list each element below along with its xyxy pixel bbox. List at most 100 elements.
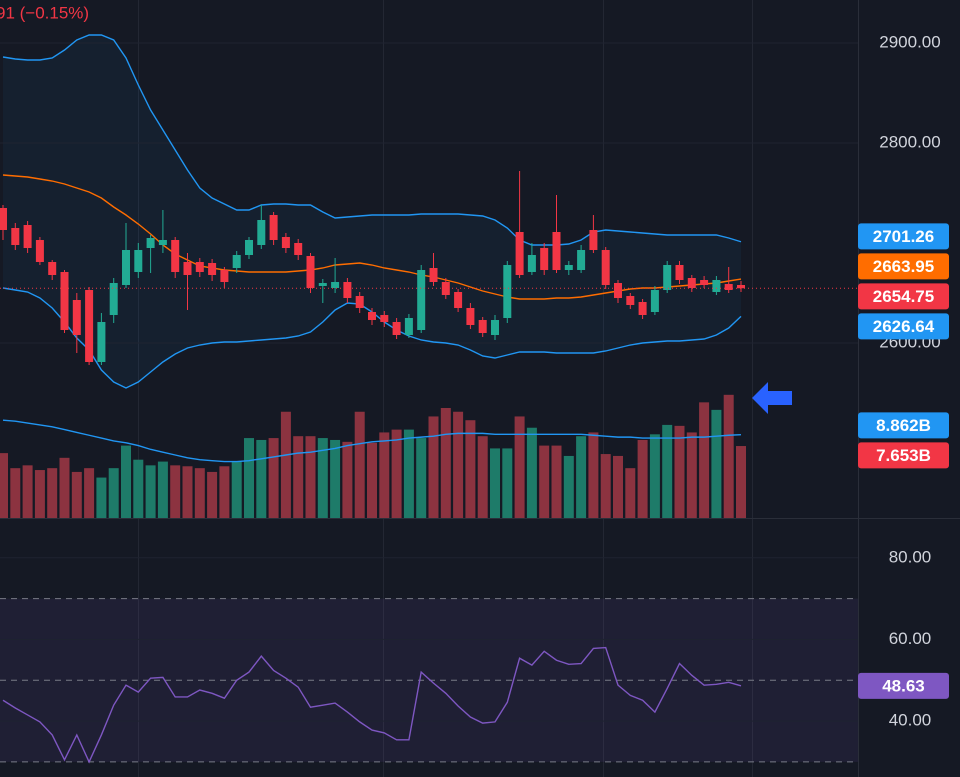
volume-bar <box>219 466 230 518</box>
candle-body <box>208 263 217 275</box>
volume-bar <box>354 411 365 518</box>
candle-body <box>650 290 659 312</box>
volume-bar <box>108 468 119 518</box>
volume-bar <box>514 416 525 518</box>
price-label: 2701.26 <box>873 227 934 246</box>
volume-bar <box>625 468 636 518</box>
volume-bar <box>182 466 193 518</box>
volume-bar <box>330 439 341 518</box>
candle-body <box>687 278 696 288</box>
volume-bar <box>207 471 218 518</box>
price-label-box <box>858 253 949 280</box>
price-label-box <box>858 283 949 310</box>
candle-body <box>454 292 463 308</box>
candle-body <box>601 250 610 285</box>
volume-bar <box>563 455 574 518</box>
candle-body <box>589 230 598 250</box>
candle-body <box>429 268 438 282</box>
candle-body <box>97 322 106 362</box>
candle-body <box>183 262 192 275</box>
candle-body <box>245 240 253 255</box>
rsi-line <box>2 646 742 764</box>
y-tick-label: 2800.00 <box>879 132 940 151</box>
scroll-to-latest-arrow[interactable] <box>752 382 792 414</box>
candle-body <box>343 282 352 298</box>
price-label-box <box>858 412 949 439</box>
volume-bar <box>428 416 439 518</box>
candle-body <box>675 265 684 280</box>
candle-body <box>109 283 118 315</box>
volume-bar <box>34 470 45 518</box>
candle-body <box>85 290 94 362</box>
volume-bar <box>440 407 451 518</box>
price-label-box <box>858 442 949 469</box>
price-label-box <box>858 223 949 250</box>
candle-body <box>577 250 586 270</box>
volume-bar <box>121 445 131 518</box>
price-label: 7.653B <box>876 446 931 465</box>
volume-bar <box>465 420 476 518</box>
volume-bar <box>600 454 611 518</box>
price-label: 2654.75 <box>873 287 934 306</box>
volume-bar <box>22 465 33 518</box>
volume-bar <box>576 436 587 518</box>
candle-body <box>60 272 69 330</box>
candle-body <box>146 238 155 248</box>
header-change: 91 (−0.15%) <box>0 3 89 22</box>
candle-body <box>294 243 303 255</box>
volume-bar <box>551 445 562 518</box>
candle-body <box>441 282 450 295</box>
volume-bar <box>194 468 205 518</box>
volume-bar <box>649 434 660 518</box>
volume-bar <box>453 411 464 518</box>
price-label-box <box>858 672 949 699</box>
candle-body <box>48 262 57 275</box>
volume-bar <box>391 429 402 518</box>
candle-body <box>306 256 315 288</box>
volume-bar <box>145 465 156 518</box>
candle-body <box>269 215 278 240</box>
price-label: 2626.64 <box>873 317 935 336</box>
volume-bar <box>379 432 390 518</box>
price-label: 2663.95 <box>873 257 934 276</box>
candle-body <box>35 240 44 262</box>
candle-body <box>11 228 20 245</box>
candle-body <box>72 300 81 335</box>
volume-bar <box>59 457 70 518</box>
volume-bar <box>477 436 488 518</box>
volume-bar <box>526 427 537 518</box>
candle-body <box>122 250 130 285</box>
volume-bar <box>10 468 21 518</box>
candle-body <box>171 240 180 272</box>
y-tick-label: 80.00 <box>889 547 932 566</box>
candle-body <box>23 225 32 248</box>
volume-bar <box>293 436 304 518</box>
candle-body <box>380 315 389 322</box>
volume-bar <box>231 461 242 518</box>
volume-bar <box>317 438 328 518</box>
volume-bar <box>490 448 500 518</box>
candle-body <box>404 318 413 335</box>
volume-bar <box>133 459 144 518</box>
candle-body <box>318 283 327 286</box>
volume-bar <box>637 439 648 518</box>
volume-bar <box>367 442 377 518</box>
candle-body <box>331 282 340 288</box>
volume-ma-line <box>2 419 742 463</box>
y-tick-label: 2900.00 <box>879 32 940 51</box>
volume-bar <box>662 424 673 518</box>
candle-body <box>712 280 721 292</box>
volume-bar <box>686 432 697 518</box>
candle-body <box>368 312 376 320</box>
candle-body <box>663 265 672 290</box>
volume-bar <box>502 448 513 518</box>
candle-body <box>564 265 573 270</box>
candle-body <box>220 270 229 282</box>
price-label: 8.862B <box>876 416 931 435</box>
candle-body <box>491 320 499 335</box>
volume-bar <box>71 471 82 518</box>
candle-body <box>614 283 622 298</box>
candle-body <box>527 255 536 272</box>
